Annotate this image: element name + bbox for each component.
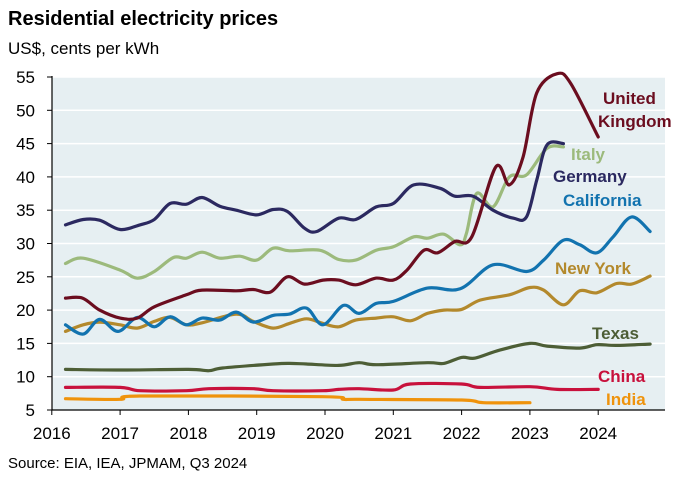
series-label-new-york: New York [555, 259, 631, 278]
y-tick-label: 45 [16, 135, 35, 154]
series-label-united-kingdom: United Kingdom [598, 89, 672, 131]
x-tick-label: 2019 [238, 424, 276, 443]
series-label-italy: Italy [571, 145, 606, 164]
series-label-texas: Texas [592, 324, 639, 343]
series-line-texas [63, 341, 652, 373]
series-line-germany [63, 140, 565, 234]
series-label-germany: Germany [553, 167, 627, 186]
series-line-india [63, 394, 532, 405]
x-tick-label: 2024 [579, 424, 617, 443]
series-line-italy [63, 144, 565, 280]
x-tick-label: 2023 [511, 424, 549, 443]
series-label-line: United [603, 89, 656, 108]
series-line-new-york [63, 274, 652, 333]
y-tick-label: 20 [16, 301, 35, 320]
series-label-line: Kingdom [598, 112, 672, 131]
x-tick-label: 2016 [33, 424, 71, 443]
y-tick-label: 55 [16, 68, 35, 87]
series-line-california [63, 215, 652, 336]
x-tick-label: 2022 [443, 424, 481, 443]
y-tick-label: 10 [16, 368, 35, 387]
y-tick-label: 35 [16, 201, 35, 220]
series-line-united-kingdom [63, 71, 600, 321]
source-note: Source: EIA, IEA, JPMAM, Q3 2024 [8, 455, 248, 472]
y-tick-label: 25 [16, 268, 35, 287]
series-label-china: China [598, 367, 646, 386]
y-tick-label: 5 [26, 401, 35, 420]
series-line-china [63, 381, 600, 393]
y-tick-label: 30 [16, 235, 35, 254]
y-tick-label: 50 [16, 101, 35, 120]
y-tick-label: 15 [16, 334, 35, 353]
x-tick-label: 2021 [374, 424, 412, 443]
chart-title: Residential electricity prices [8, 8, 279, 30]
series-label-india: India [606, 390, 646, 409]
x-tick-label: 2018 [169, 424, 207, 443]
x-tick-label: 2020 [306, 424, 344, 443]
x-tick-label: 2017 [101, 424, 139, 443]
chart-subtitle: US$, cents per kWh [8, 39, 160, 58]
y-tick-label: 40 [16, 168, 35, 187]
series-label-california: California [563, 191, 642, 210]
